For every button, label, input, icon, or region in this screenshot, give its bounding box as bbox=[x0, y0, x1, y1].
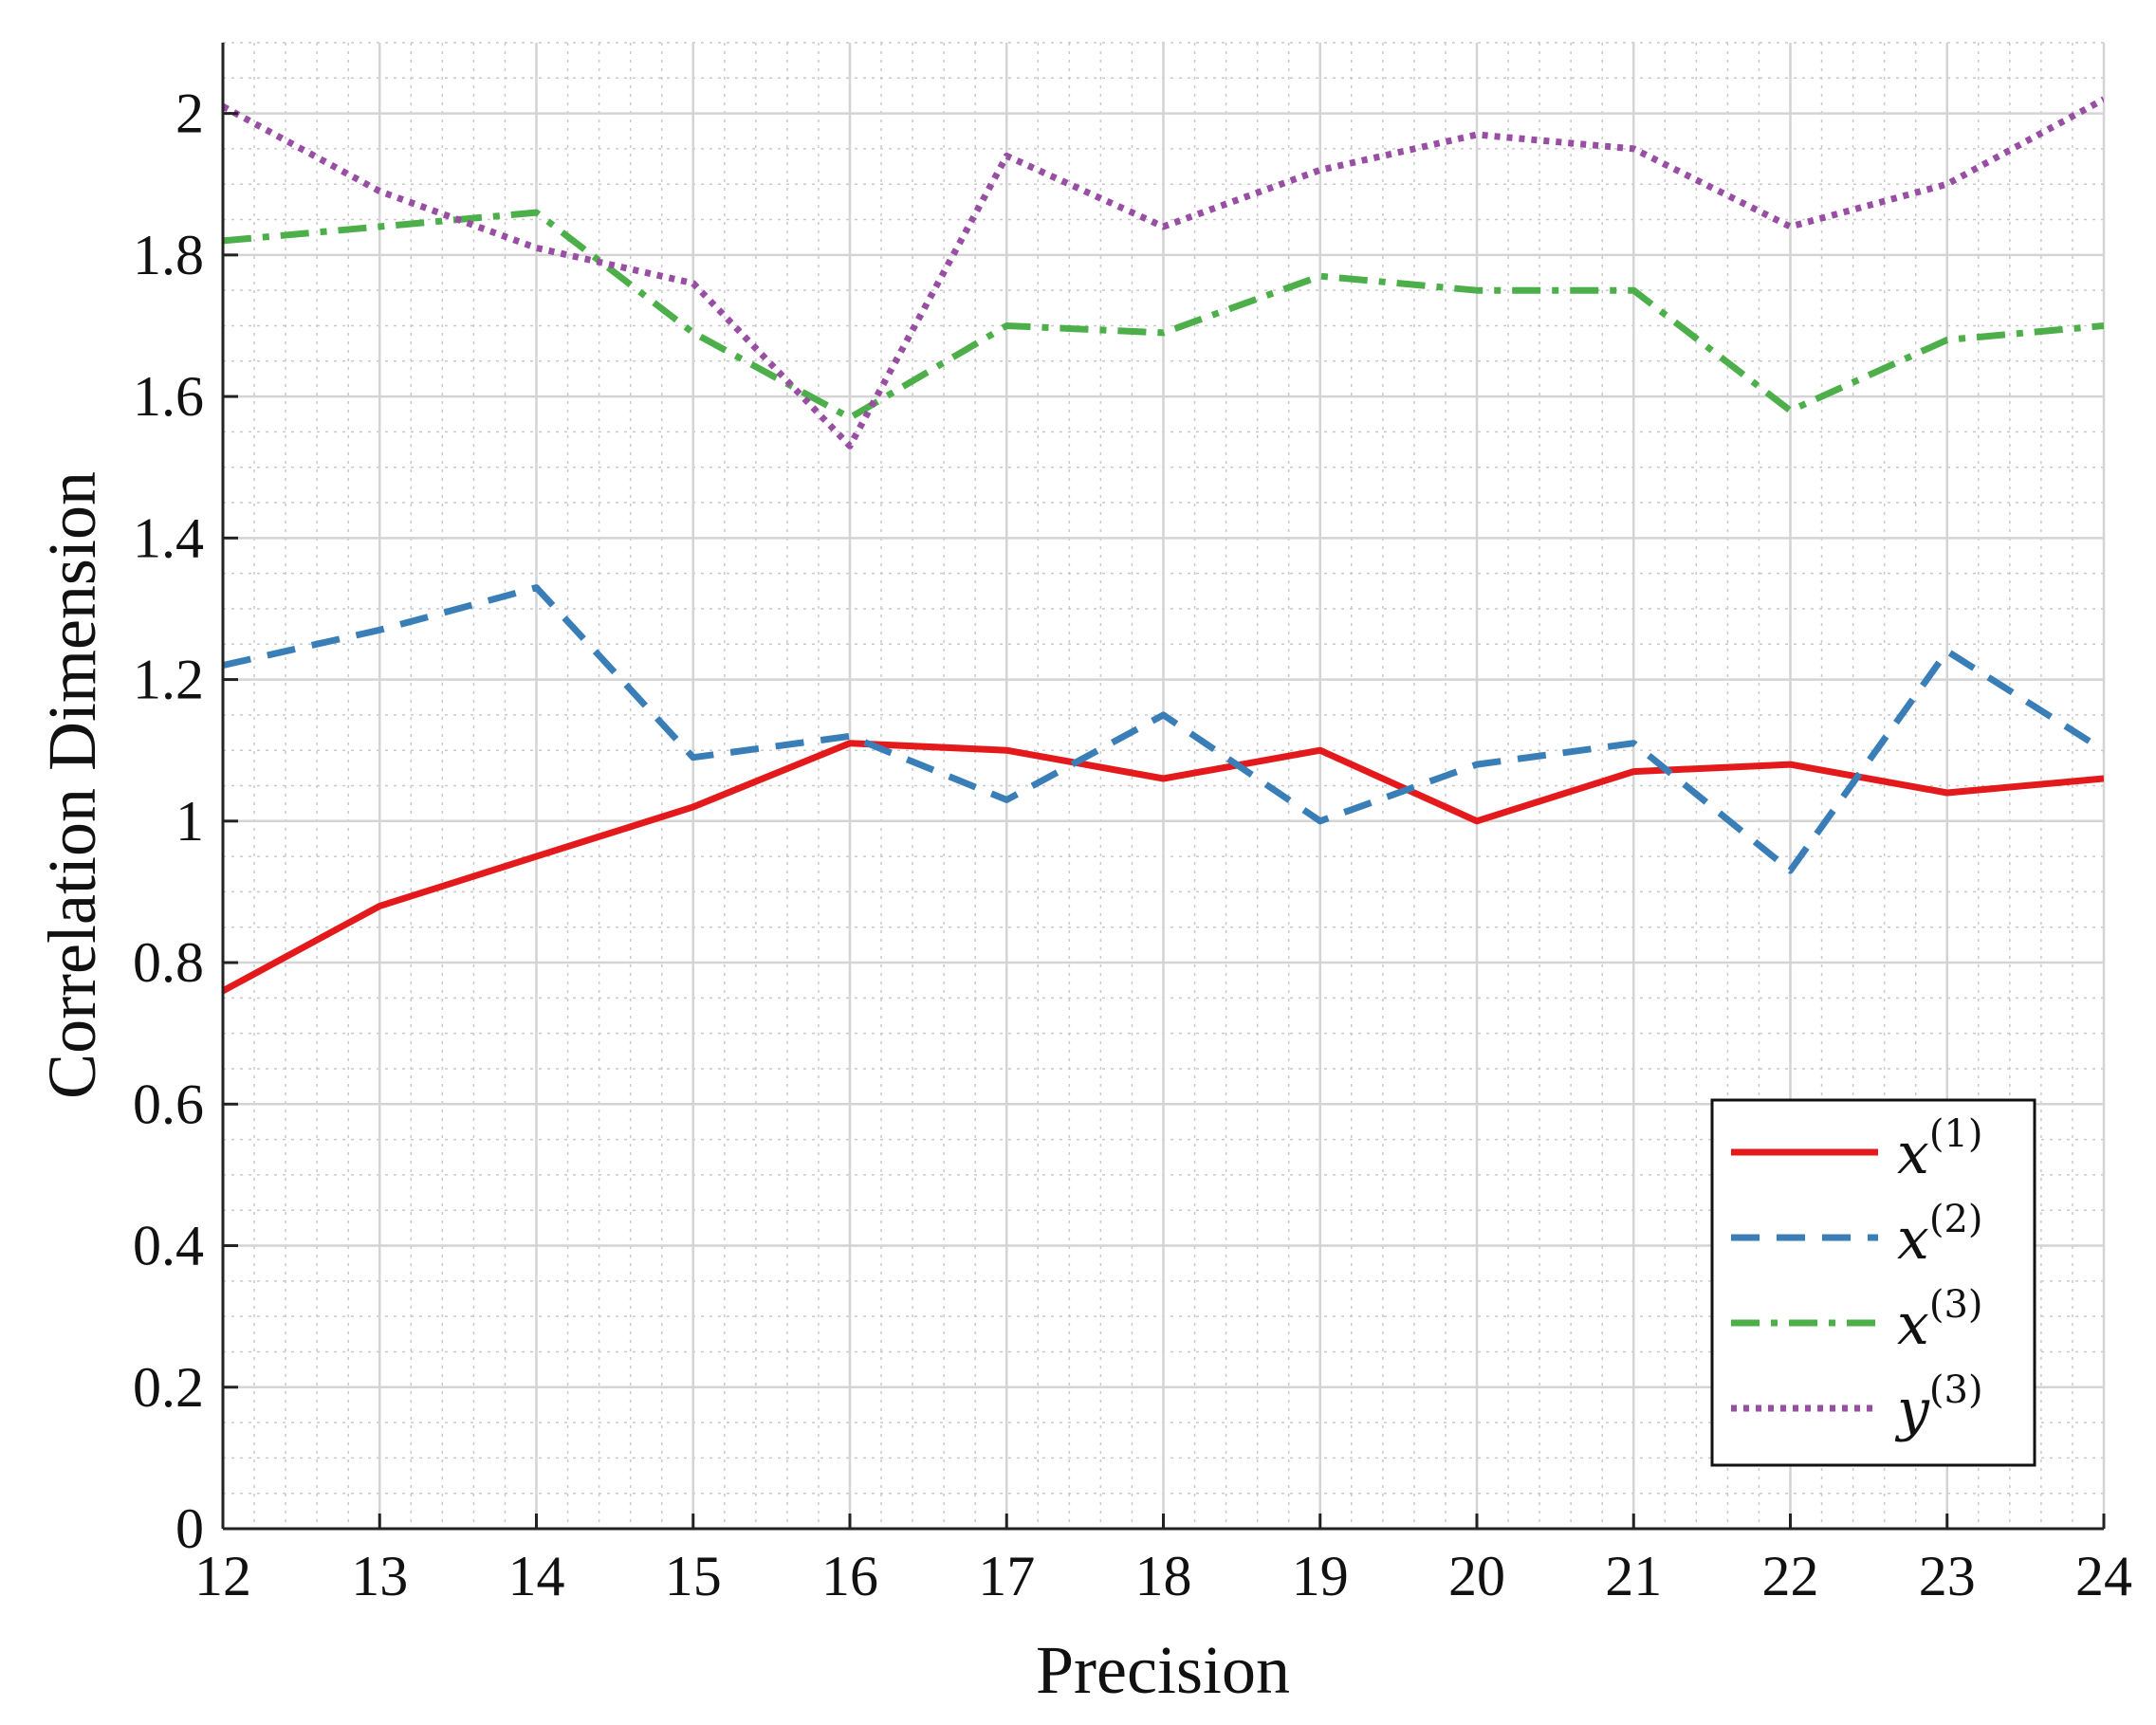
legend-superscript: (3) bbox=[1929, 1283, 1983, 1327]
legend-box bbox=[1710, 1098, 2036, 1467]
x-tick-label: 14 bbox=[508, 1545, 565, 1607]
y-tick-label: 1.8 bbox=[133, 224, 204, 286]
x-tick-label: 23 bbox=[1919, 1545, 1976, 1607]
x-tick-label: 18 bbox=[1135, 1545, 1192, 1607]
x-tick-label: 21 bbox=[1605, 1545, 1662, 1607]
legend-superscript: (3) bbox=[1929, 1368, 1983, 1412]
legend-superscript: (2) bbox=[1929, 1198, 1983, 1241]
series-line-2 bbox=[223, 584, 2104, 874]
x-tick-label: 17 bbox=[978, 1545, 1035, 1607]
x-tick-label: 16 bbox=[821, 1545, 878, 1607]
y-tick-label: 1.4 bbox=[133, 506, 204, 569]
legend: x(1)x(2)x(3)y(3) bbox=[1710, 1098, 2036, 1467]
x-tick-label: 15 bbox=[665, 1545, 722, 1607]
series-line-4 bbox=[223, 96, 2104, 450]
y-tick-label: 2 bbox=[175, 83, 204, 145]
y-tick-label: 0 bbox=[175, 1497, 204, 1560]
y-tick-label: 1.6 bbox=[133, 365, 204, 428]
x-tick-label: 24 bbox=[2075, 1545, 2132, 1607]
y-tick-label: 1 bbox=[175, 790, 204, 853]
y-tick-label: 1.2 bbox=[133, 649, 204, 711]
x-tick-label: 12 bbox=[194, 1545, 251, 1607]
series-lines bbox=[223, 96, 2104, 994]
x-tick-label: 19 bbox=[1292, 1545, 1349, 1607]
legend-superscript: (1) bbox=[1929, 1112, 1983, 1156]
y-tick-label: 0.2 bbox=[133, 1356, 204, 1419]
y-tick-label: 0.6 bbox=[133, 1073, 204, 1135]
x-axis-ticks: 12 13 14 15 16 17 18 19 20 21 22 23 24 bbox=[194, 1514, 2132, 1607]
series-line-3 bbox=[223, 209, 2104, 421]
y-axis-title: Correlation Dimension bbox=[34, 471, 110, 1099]
y-tick-label: 0.4 bbox=[133, 1215, 204, 1277]
x-axis-title: Precision bbox=[1036, 1632, 1290, 1708]
y-axis-ticks: 0 0.2 0.4 0.6 0.8 1 1.2 1.4 1.6 1.8 2 bbox=[133, 83, 238, 1560]
series-line-1 bbox=[223, 740, 2104, 994]
x-tick-label: 20 bbox=[1448, 1545, 1505, 1607]
y-tick-label: 0.8 bbox=[133, 931, 204, 994]
x-tick-label: 13 bbox=[351, 1545, 408, 1607]
x-tick-label: 22 bbox=[1762, 1545, 1819, 1607]
